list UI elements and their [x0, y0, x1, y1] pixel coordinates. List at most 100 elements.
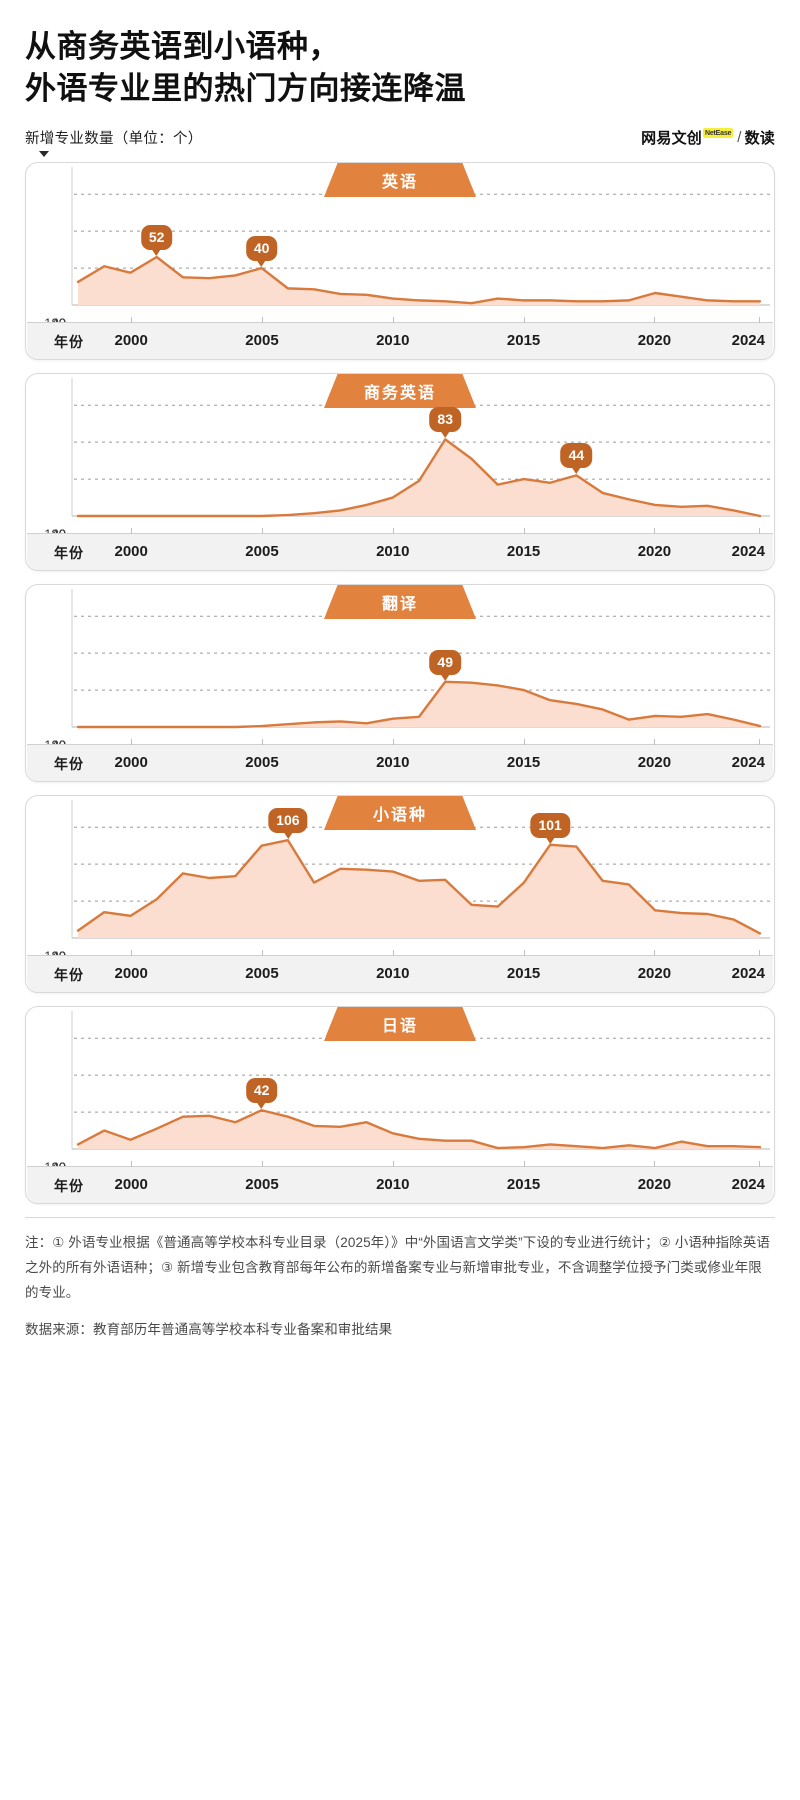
chart-card: 040801208344商务英语年份2000200520102015202020…: [25, 372, 775, 571]
x-tick-mark: [759, 316, 761, 323]
x-tick-label: 2005: [245, 331, 279, 349]
x-tick-mark: [523, 316, 525, 323]
x-axis-title: 年份: [54, 333, 84, 350]
header: 从商务英语到小语种， 外语专业里的热门方向接连降温 新增专业数量（单位：个） 网…: [25, 0, 775, 157]
x-tick-mark: [392, 316, 394, 323]
x-tick-mark: [131, 316, 133, 323]
x-axis: 年份 2000 2005 2010 2015 2020 2024: [27, 527, 773, 570]
unit-label: 新增专业数量（单位：个）: [25, 130, 203, 147]
value-label: 44: [560, 443, 593, 469]
chart-card-inner: 040801208344商务英语年份2000200520102015202020…: [26, 373, 774, 570]
x-tick-mark: [759, 1160, 761, 1167]
x-tick-mark: [131, 949, 133, 956]
chart-tab-0[interactable]: 英语: [324, 162, 476, 197]
x-tick-mark: [654, 527, 656, 534]
x-axis-title: 年份: [54, 755, 84, 772]
chart-card-inner: 0408012049翻译年份200020052010201520202024: [26, 584, 774, 781]
value-label: 106: [268, 808, 308, 834]
x-tick-mark: [523, 738, 525, 745]
chart-svg: [71, 799, 770, 939]
chart-tab-1[interactable]: 商务英语: [324, 373, 476, 408]
area-fill: [78, 681, 760, 727]
x-tick-label: 2015: [506, 331, 541, 349]
x-tick-mark: [131, 738, 133, 745]
x-tick-label: 2015: [506, 753, 541, 771]
x-tick-mark: [523, 949, 525, 956]
x-tick-mark: [261, 1160, 263, 1167]
x-tick-mark: [654, 738, 656, 745]
x-tick-label: 2005: [245, 542, 279, 560]
chart-svg: [71, 1010, 770, 1150]
x-tick-mark: [261, 527, 263, 534]
x-tick-label: 2005: [245, 1175, 279, 1193]
series-line: [76, 438, 762, 518]
brand-credit: 网易文创 NetEase / 数读: [641, 127, 775, 148]
page-title-line-2: 外语专业里的热门方向接连降温: [25, 71, 466, 107]
x-tick-mark: [654, 949, 656, 956]
chart-tab-2[interactable]: 翻译: [324, 584, 476, 619]
brand-column: 数读: [744, 129, 775, 147]
plot-area: 04080120106101: [26, 796, 774, 963]
chart-card-inner: 0408012042日语年份200020052010201520202024: [26, 1006, 774, 1203]
x-tick-mark: [261, 949, 263, 956]
series-line: [76, 255, 762, 305]
value-label: 52: [140, 224, 173, 250]
area-fill: [78, 256, 760, 305]
area-fill: [78, 840, 760, 938]
series-line: [76, 838, 762, 935]
x-tick-mark: [523, 1160, 525, 1167]
x-tick-label: 2005: [245, 964, 279, 982]
series-line: [76, 1108, 762, 1150]
brand-name: 网易文创: [641, 127, 702, 148]
footer: 注：① 外语专业根据《普通高等学校本科专业目录（2025年）》中“外国语言文学类…: [25, 1216, 775, 1343]
x-axis: 年份 2000 2005 2010 2015 2020 2024: [27, 949, 773, 992]
value-label: 42: [245, 1078, 278, 1104]
subheader-row: 新增专业数量（单位：个） 网易文创 NetEase / 数读: [25, 127, 775, 148]
x-tick-label: 2020: [637, 1175, 672, 1193]
x-tick-label: 2010: [376, 964, 410, 982]
x-tick-label: 2000: [114, 753, 148, 771]
x-tick-label: 2020: [637, 964, 672, 982]
chart-tab-3[interactable]: 小语种: [324, 795, 476, 830]
x-axis-title: 年份: [54, 544, 84, 561]
x-tick-label: 2020: [637, 753, 672, 771]
value-label: 83: [429, 407, 462, 433]
chart-svg: [71, 588, 770, 729]
chart-card: 0408012049翻译年份200020052010201520202024: [25, 583, 775, 782]
x-tick-mark: [392, 527, 394, 534]
x-tick-mark: [392, 949, 394, 956]
chart-card: 040801205240英语年份200020052010201520202024: [25, 161, 775, 360]
x-tick-label: 2010: [376, 1175, 410, 1193]
x-tick-mark: [759, 738, 761, 745]
value-label: 101: [530, 812, 570, 838]
x-tick-label: 2000: [114, 964, 148, 982]
chart-card: 04080120106101小语种年份200020052010201520202…: [25, 794, 775, 993]
x-tick-label: 2000: [114, 331, 148, 349]
x-tick-mark: [523, 527, 525, 534]
x-tick-label: 2005: [245, 753, 279, 771]
x-tick-label: 2010: [376, 542, 410, 560]
value-label: 49: [429, 649, 462, 675]
x-tick-mark: [131, 527, 133, 534]
caret-down-icon: [39, 150, 49, 157]
chart-tab-4[interactable]: 日语: [324, 1006, 476, 1041]
x-tick-label: 2020: [637, 542, 672, 560]
x-tick-mark: [654, 316, 656, 323]
area-fill: [78, 439, 760, 516]
x-tick-mark: [759, 527, 761, 534]
x-tick-label: 2024: [731, 964, 765, 982]
chart-svg: [71, 166, 770, 306]
series-line: [76, 680, 762, 729]
x-tick-label: 2010: [376, 753, 410, 771]
x-tick-label: 2020: [637, 331, 672, 349]
x-tick-label: 2024: [731, 331, 765, 349]
x-tick-mark: [654, 1160, 656, 1167]
x-tick-label: 2024: [731, 753, 765, 771]
data-source: 数据来源：教育部历年普通高等学校本科专业备案和审批结果: [25, 1321, 393, 1337]
footnote: 注：① 外语专业根据《普通高等学校本科专业目录（2025年）》中“外国语言文学类…: [25, 1234, 770, 1300]
x-tick-label: 2000: [114, 542, 148, 560]
x-tick-label: 2024: [731, 542, 765, 560]
x-tick-mark: [759, 949, 761, 956]
x-tick-mark: [261, 316, 263, 323]
value-label: 40: [245, 236, 278, 261]
